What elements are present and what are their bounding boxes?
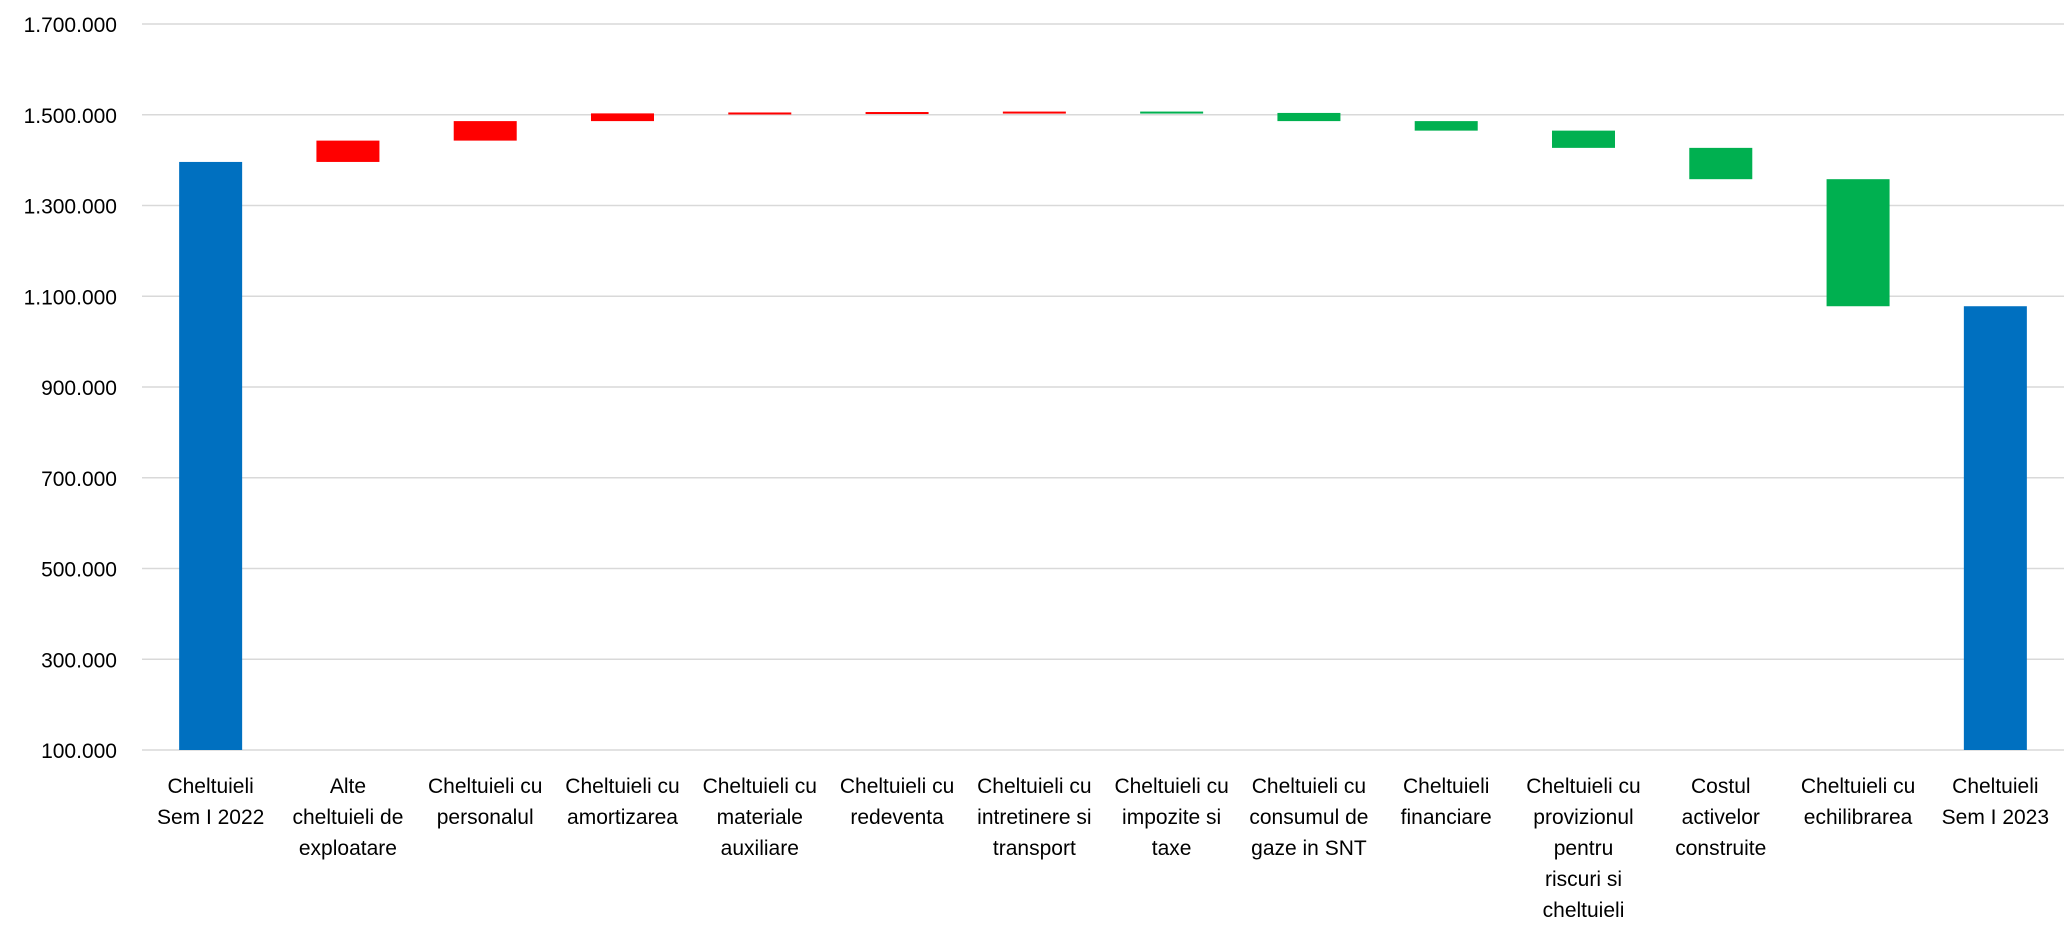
y-tick-label: 500.000 — [41, 559, 117, 582]
y-tick-label: 1.700.000 — [24, 14, 117, 37]
category-label-line: pentru — [1554, 837, 1614, 860]
category-label-line: Sem I 2022 — [157, 806, 264, 829]
category-label-line: Cheltuieli cu — [977, 775, 1091, 798]
category-label-line: Sem I 2023 — [1942, 806, 2049, 829]
category-label: Cheltuieli cu impozite si taxe — [1114, 775, 1228, 860]
category-label-line: personalul — [437, 806, 534, 829]
bar-decrease — [1140, 111, 1204, 114]
category-label: Cheltuieli Sem I 2022 — [157, 775, 264, 829]
category-label: Cheltuieli cu consumul de gaze in SNT — [1249, 775, 1368, 860]
category-label-line: cheltuieli de — [292, 806, 403, 829]
bar-decrease — [1826, 179, 1890, 307]
category-label-line: Cheltuieli cu — [703, 775, 817, 798]
category-label-line: amortizarea — [567, 806, 678, 829]
category-label-line: Cheltuieli — [1403, 775, 1489, 798]
category-label-line: Cheltuieli — [1952, 775, 2038, 798]
bar-decrease — [1277, 112, 1341, 122]
bar-total — [179, 161, 243, 750]
bar-decrease — [1552, 130, 1615, 148]
category-label-line: echilibrarea — [1804, 806, 1913, 829]
bar-increase — [453, 121, 517, 141]
category-label-line: Cheltuieli cu — [840, 775, 954, 798]
category-label-line: Cheltuieli cu — [1114, 775, 1228, 798]
category-label: Cheltuieli cu materiale auxiliare — [703, 775, 817, 860]
category-label: Cheltuieli Sem I 2023 — [1942, 775, 2049, 829]
y-tick-label: 700.000 — [41, 468, 117, 491]
y-tick-label: 1.500.000 — [24, 105, 117, 128]
y-tick-label: 900.000 — [41, 377, 117, 400]
y-tick-label: 1.100.000 — [24, 286, 117, 309]
category-label: Cheltuieli cu amortizarea — [565, 775, 679, 829]
category-label: Alte cheltuieli de exploatare — [292, 775, 403, 860]
category-label: Cheltuieli cu provizionul pentru riscuri si… — [1526, 775, 1640, 922]
y-tick-label: 1.300.000 — [24, 196, 117, 219]
category-label: Cheltuieli cu personalul — [428, 775, 542, 829]
category-label-line: taxe — [1152, 837, 1192, 860]
category-label-line: provizionul — [1533, 806, 1633, 829]
category-label-line: consumul de — [1249, 806, 1368, 829]
bars — [179, 111, 2027, 750]
category-label-line: Cheltuieli cu — [1526, 775, 1640, 798]
bar-decrease — [1689, 147, 1753, 180]
category-label-line: Cheltuieli cu — [565, 775, 679, 798]
y-tick-label: 300.000 — [41, 649, 117, 672]
category-label-line: gaze in SNT — [1251, 837, 1367, 860]
category-label-line: cheltuieli — [1543, 899, 1625, 922]
category-label-line: exploatare — [299, 837, 397, 860]
category-label-line: Cheltuieli cu — [1801, 775, 1915, 798]
category-label-line: riscuri si — [1545, 868, 1622, 891]
bar-increase — [728, 112, 792, 115]
bar-increase — [1002, 111, 1066, 114]
gridlines — [142, 23, 2064, 751]
category-label-line: financiare — [1401, 806, 1492, 829]
category-label-line: activelor — [1682, 806, 1760, 829]
category-label-line: Cheltuieli cu — [1252, 775, 1366, 798]
category-label: Cheltuieli cu redeventa — [840, 775, 954, 829]
category-label: Costul activelor construite — [1675, 775, 1766, 860]
category-label-line: construite — [1675, 837, 1766, 860]
category-label: Cheltuieli cu intretinere si transport — [977, 775, 1091, 860]
y-axis-tick-labels: 100.000 300.000 500.000 700.000 900.000 1.100… — [24, 14, 117, 763]
category-label-line: impozite si — [1122, 806, 1221, 829]
bar-increase — [865, 112, 929, 115]
category-label-line: redeventa — [850, 806, 944, 829]
category-label: Cheltuieli financiare — [1401, 775, 1492, 829]
category-label: Cheltuieli cu echilibrarea — [1801, 775, 1915, 829]
category-label-line: auxiliare — [721, 837, 799, 860]
bar-total — [1963, 306, 2027, 750]
bar-increase — [316, 140, 380, 162]
y-tick-label: 100.000 — [41, 740, 117, 763]
category-label-line: materiale — [717, 806, 803, 829]
x-axis-category-labels: Cheltuieli Sem I 2022 Alte cheltuieli de exp… — [157, 775, 2049, 922]
category-label-line: Costul — [1691, 775, 1751, 798]
category-label-line: intretinere si — [977, 806, 1091, 829]
category-label-line: transport — [993, 837, 1076, 860]
category-label-line: Cheltuieli cu — [428, 775, 542, 798]
bar-decrease — [1414, 121, 1478, 131]
category-label-line: Cheltuieli — [167, 775, 253, 798]
bar-increase — [591, 113, 654, 122]
category-label-line: Alte — [330, 775, 366, 798]
